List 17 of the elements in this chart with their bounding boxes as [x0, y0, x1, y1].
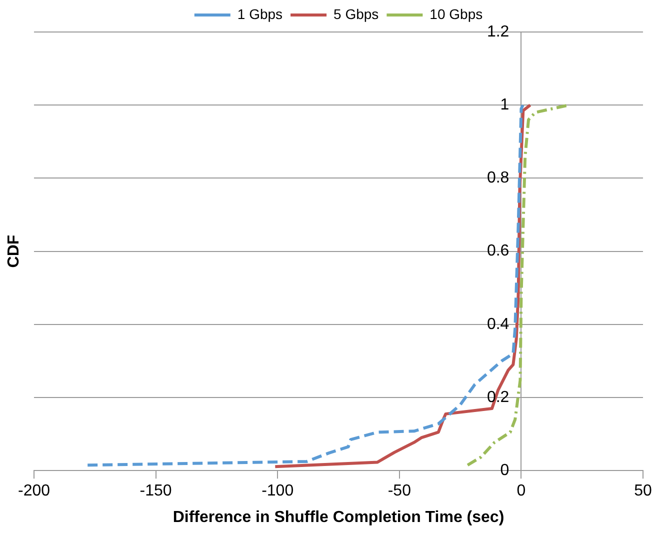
x-tick-label: 50: [634, 482, 652, 500]
legend-label: 5 Gbps: [334, 6, 379, 22]
y-axis-title: CDF: [5, 234, 22, 268]
legend-label: 10 Gbps: [430, 6, 483, 22]
y-tick-label: 0.6: [486, 242, 510, 260]
legend-label: 1 Gbps: [237, 6, 283, 22]
y-tick-label: 1.2: [486, 23, 510, 40]
x-tick-label: -200: [18, 482, 50, 500]
y-tick-label: 1: [500, 96, 510, 114]
x-tick-label: -100: [262, 482, 294, 500]
y-tick-label: 0: [500, 462, 510, 480]
x-tick-label: -50: [388, 482, 412, 500]
x-tick-label: -150: [140, 482, 172, 500]
y-tick-label: 0.8: [486, 170, 510, 187]
y-tick-label: 0.4: [486, 316, 510, 333]
x-axis-title: Difference in Shuffle Completion Time (sec): [172, 508, 504, 526]
x-tick-label: 0: [516, 482, 526, 500]
